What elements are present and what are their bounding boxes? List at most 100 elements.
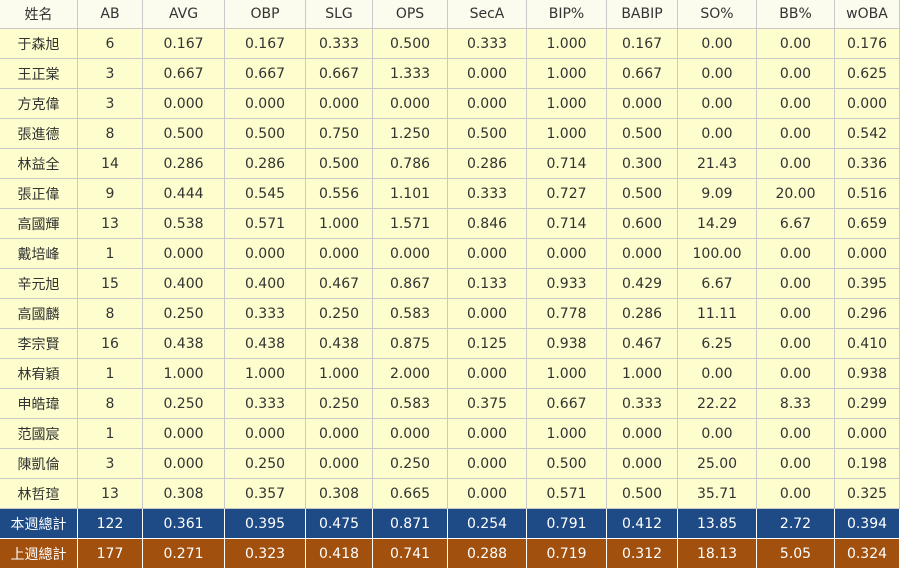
data-cell: 0.516	[835, 179, 900, 209]
total-cell: 0.475	[306, 509, 373, 539]
data-cell: 0.438	[306, 329, 373, 359]
data-cell: 0.000	[607, 89, 678, 119]
data-cell: 0.000	[225, 239, 306, 269]
data-cell: 0.00	[757, 59, 835, 89]
data-cell: 0.308	[306, 479, 373, 509]
data-cell: 9.09	[678, 179, 757, 209]
data-cell: 林哲瑄	[0, 479, 78, 509]
data-cell: 0.00	[678, 359, 757, 389]
data-cell: 1.101	[373, 179, 448, 209]
data-cell: 0.000	[835, 239, 900, 269]
data-cell: 0.571	[527, 479, 607, 509]
data-cell: 高國輝	[0, 209, 78, 239]
data-cell: 1.333	[373, 59, 448, 89]
data-cell: 0.938	[527, 329, 607, 359]
data-cell: 0.000	[448, 59, 527, 89]
data-cell: 0.333	[448, 29, 527, 59]
data-cell: 0.500	[607, 479, 678, 509]
data-cell: 0.667	[225, 59, 306, 89]
data-cell: 0.667	[607, 59, 678, 89]
data-cell: 35.71	[678, 479, 757, 509]
data-cell: 0.000	[306, 89, 373, 119]
header-cell: SO%	[678, 0, 757, 29]
data-cell: 0.286	[225, 149, 306, 179]
data-cell: 0.933	[527, 269, 607, 299]
data-cell: 0.000	[143, 239, 225, 269]
data-cell: 0.198	[835, 449, 900, 479]
data-cell: 于森旭	[0, 29, 78, 59]
data-cell: 0.300	[607, 149, 678, 179]
data-cell: 0.000	[835, 419, 900, 449]
data-cell: 25.00	[678, 449, 757, 479]
data-cell: 0.583	[373, 299, 448, 329]
data-cell: 0.545	[225, 179, 306, 209]
data-cell: 6.67	[678, 269, 757, 299]
data-cell: 0.00	[757, 89, 835, 119]
header-cell: SLG	[306, 0, 373, 29]
data-cell: 3	[78, 449, 143, 479]
data-cell: 0.000	[143, 89, 225, 119]
data-cell: 0.467	[306, 269, 373, 299]
data-cell: 林宥穎	[0, 359, 78, 389]
data-cell: 3	[78, 59, 143, 89]
data-cell: 6	[78, 29, 143, 59]
data-cell: 0.250	[373, 449, 448, 479]
data-cell: 20.00	[757, 179, 835, 209]
total-cell: 13.85	[678, 509, 757, 539]
data-cell: 22.22	[678, 389, 757, 419]
data-cell: 0.357	[225, 479, 306, 509]
data-cell: 0.308	[143, 479, 225, 509]
data-cell: 1	[78, 359, 143, 389]
data-cell: 0.250	[306, 389, 373, 419]
data-cell: 0.00	[757, 239, 835, 269]
data-cell: 0.467	[607, 329, 678, 359]
data-cell: 0.000	[373, 89, 448, 119]
data-cell: 13	[78, 479, 143, 509]
data-cell: 0.00	[757, 299, 835, 329]
data-cell: 1.000	[527, 59, 607, 89]
data-cell: 21.43	[678, 149, 757, 179]
data-cell: 高國麟	[0, 299, 78, 329]
data-cell: 0.000	[448, 449, 527, 479]
data-cell: 0.133	[448, 269, 527, 299]
data-cell: 0.296	[835, 299, 900, 329]
data-cell: 0.000	[835, 89, 900, 119]
data-cell: 0.000	[225, 419, 306, 449]
data-cell: 0.00	[757, 149, 835, 179]
data-cell: 林益全	[0, 149, 78, 179]
data-cell: 范國宸	[0, 419, 78, 449]
data-cell: 方克偉	[0, 89, 78, 119]
data-cell: 0.786	[373, 149, 448, 179]
total-cell: 0.288	[448, 539, 527, 569]
total-cell: 0.254	[448, 509, 527, 539]
data-cell: 2.000	[373, 359, 448, 389]
data-cell: 0.250	[143, 299, 225, 329]
data-cell: 0.659	[835, 209, 900, 239]
header-cell: OBP	[225, 0, 306, 29]
data-cell: 0.000	[306, 449, 373, 479]
data-cell: 0.000	[527, 239, 607, 269]
data-cell: 13	[78, 209, 143, 239]
data-cell: 1.571	[373, 209, 448, 239]
data-cell: 0.000	[607, 419, 678, 449]
data-cell: 0.778	[527, 299, 607, 329]
total-cell: 5.05	[757, 539, 835, 569]
data-cell: 16	[78, 329, 143, 359]
data-cell: 0.000	[143, 449, 225, 479]
data-cell: 戴培峰	[0, 239, 78, 269]
data-cell: 0.500	[373, 29, 448, 59]
data-cell: 0.000	[448, 299, 527, 329]
data-cell: 張進德	[0, 119, 78, 149]
data-cell: 0.867	[373, 269, 448, 299]
data-cell: 0.410	[835, 329, 900, 359]
total-cell: 0.394	[835, 509, 900, 539]
data-cell: 王正棠	[0, 59, 78, 89]
data-cell: 0.286	[448, 149, 527, 179]
data-cell: 0.667	[306, 59, 373, 89]
total-cell: 177	[78, 539, 143, 569]
data-cell: 0.500	[607, 179, 678, 209]
data-cell: 0.583	[373, 389, 448, 419]
data-cell: 0.000	[143, 419, 225, 449]
